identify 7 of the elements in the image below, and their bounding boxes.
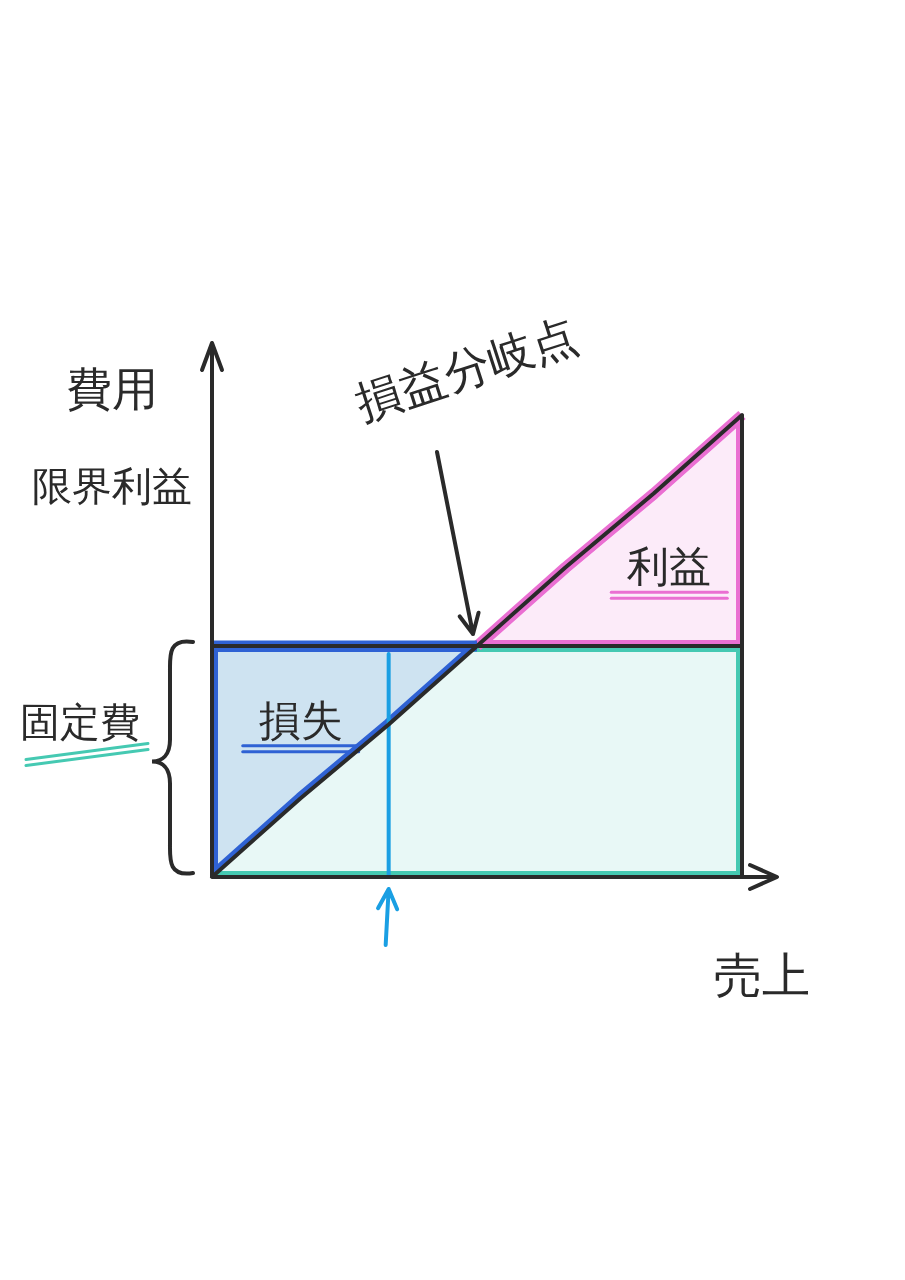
annotation: 損益分岐点: [349, 307, 585, 431]
annotation: 限界利益: [32, 463, 192, 509]
series-label: 損失: [258, 695, 343, 745]
series-label: 利益: [627, 542, 712, 592]
band-label: 固定費: [20, 698, 140, 745]
xlabel: 売上: [714, 947, 810, 1003]
ylabel: 費用: [66, 362, 158, 416]
